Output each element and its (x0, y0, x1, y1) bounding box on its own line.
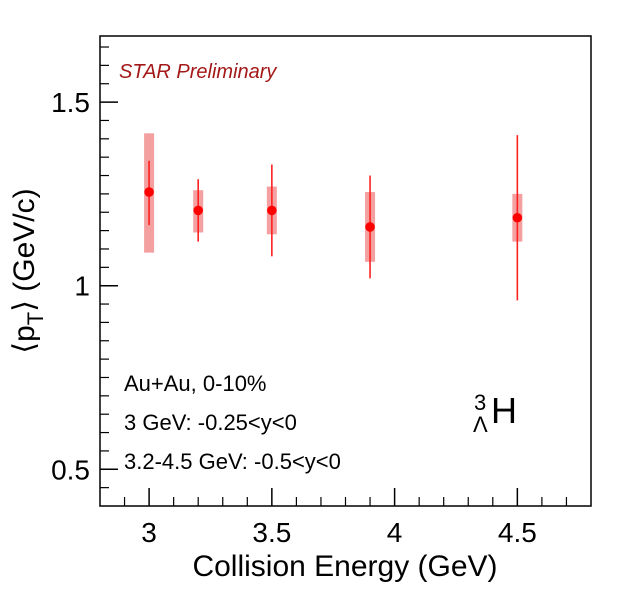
x-tick-label-1: 3.5 (252, 517, 291, 548)
system-label: Au+Au, 0-10% (124, 371, 266, 396)
data-point-2 (267, 205, 277, 216)
species-mass-number: 3 (474, 390, 486, 415)
y-axis-title-sub: T (23, 312, 48, 325)
species-label: 3 Λ H (473, 390, 517, 437)
x-tick-label-0: 3 (141, 517, 157, 548)
preliminary-label: STAR Preliminary (119, 61, 277, 83)
data-point-4 (512, 212, 523, 223)
data-point-1 (193, 205, 203, 216)
species-lambda-subscript: Λ (473, 412, 488, 437)
data-point-3 (365, 222, 375, 232)
y-axis-title-close: ⟩ (GeV/c) (8, 188, 41, 311)
x-tick-label-2: 4 (387, 517, 403, 548)
y-axis-title-open: ⟨p (8, 325, 41, 353)
data-point-0 (144, 187, 154, 197)
species-element: H (491, 390, 517, 431)
y-axis-title: ⟨pT⟩ (GeV/c) (8, 188, 48, 353)
y-tick-label-1: 1 (74, 271, 90, 302)
rapidity-other-label: 3.2-4.5 GeV: -0.5<y<0 (124, 449, 341, 474)
x-axis-title: Collision Energy (GeV) (192, 550, 497, 583)
chart-marks (144, 133, 523, 301)
rapidity-3gev-label: 3 GeV: -0.25<y<0 (124, 410, 297, 435)
x-tick-label-3: 4.5 (498, 517, 537, 548)
y-tick-label-0: 0.5 (51, 454, 90, 485)
y-tick-label-2: 1.5 (51, 87, 90, 118)
axis-ticks: 3 3.5 4 4.5 0.5 1 1.5 (51, 46, 568, 548)
